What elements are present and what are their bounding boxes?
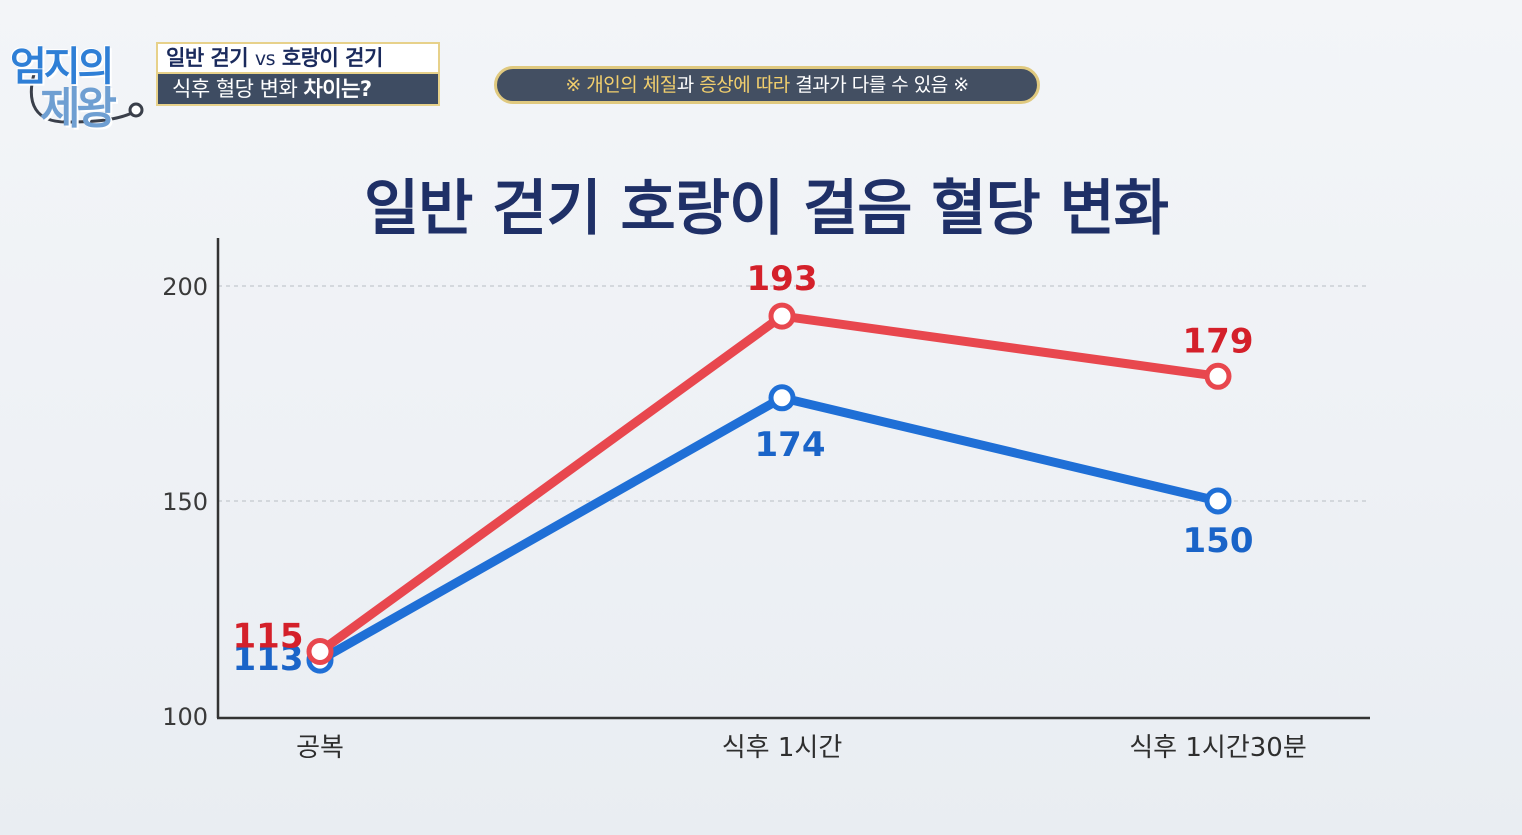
x-category-label: 공복	[296, 733, 344, 763]
segment-title-bottom: 식후 혈당 변화 차이는?	[156, 74, 440, 106]
chart-title: 일반 걷기 호랑이 걸음 혈당 변화	[363, 174, 1169, 244]
segment-title-top: 일반 걷기 vs 호랑이 걷기	[156, 42, 440, 74]
notice-part-2: 과	[676, 74, 694, 96]
logo-text-bottom: 제왕	[40, 83, 117, 134]
data-value-label: 174	[755, 425, 826, 465]
data-value-label: 150	[1183, 521, 1254, 561]
disclaimer-notice: ※ 개인의 체질과 증상에 따라 결과가 다를 수 있음 ※	[494, 66, 1040, 104]
title-part-normal-walk: 일반 걷기	[166, 46, 249, 70]
data-value-label: 193	[747, 259, 818, 299]
notice-part-1: ※ 개인의 체질	[565, 74, 677, 96]
logo-text-top: 엄지의	[10, 44, 114, 90]
x-category-label: 식후 1시간	[722, 733, 843, 763]
title-part-glucose-change: 식후 혈당 변화	[172, 77, 298, 101]
notice-part-4: 결과가 다를 수 있음 ※	[795, 74, 969, 96]
data-point-marker	[768, 384, 796, 412]
data-value-label: 179	[1183, 321, 1254, 361]
program-logo: 엄지의 제왕	[6, 34, 156, 134]
stethoscope-icon	[29, 73, 144, 124]
data-value-label: 115	[233, 617, 304, 657]
data-point-marker	[1204, 487, 1232, 515]
data-value-label: 113	[233, 639, 304, 679]
title-part-difference: 차이는?	[303, 77, 372, 101]
notice-part-3: 증상에 따라	[699, 74, 790, 96]
data-point-marker	[306, 638, 334, 665]
y-tick-label: 100	[162, 703, 208, 731]
data-point-marker	[768, 302, 796, 330]
y-tick-label: 200	[162, 273, 208, 301]
x-category-label: 식후 1시간30분	[1129, 733, 1307, 763]
series-line-0	[315, 311, 1223, 656]
title-part-vs: vs	[254, 48, 276, 70]
data-point-marker	[1204, 362, 1232, 390]
title-part-tiger-walk: 호랑이 걷기	[281, 46, 383, 70]
y-tick-label: 150	[162, 488, 208, 516]
